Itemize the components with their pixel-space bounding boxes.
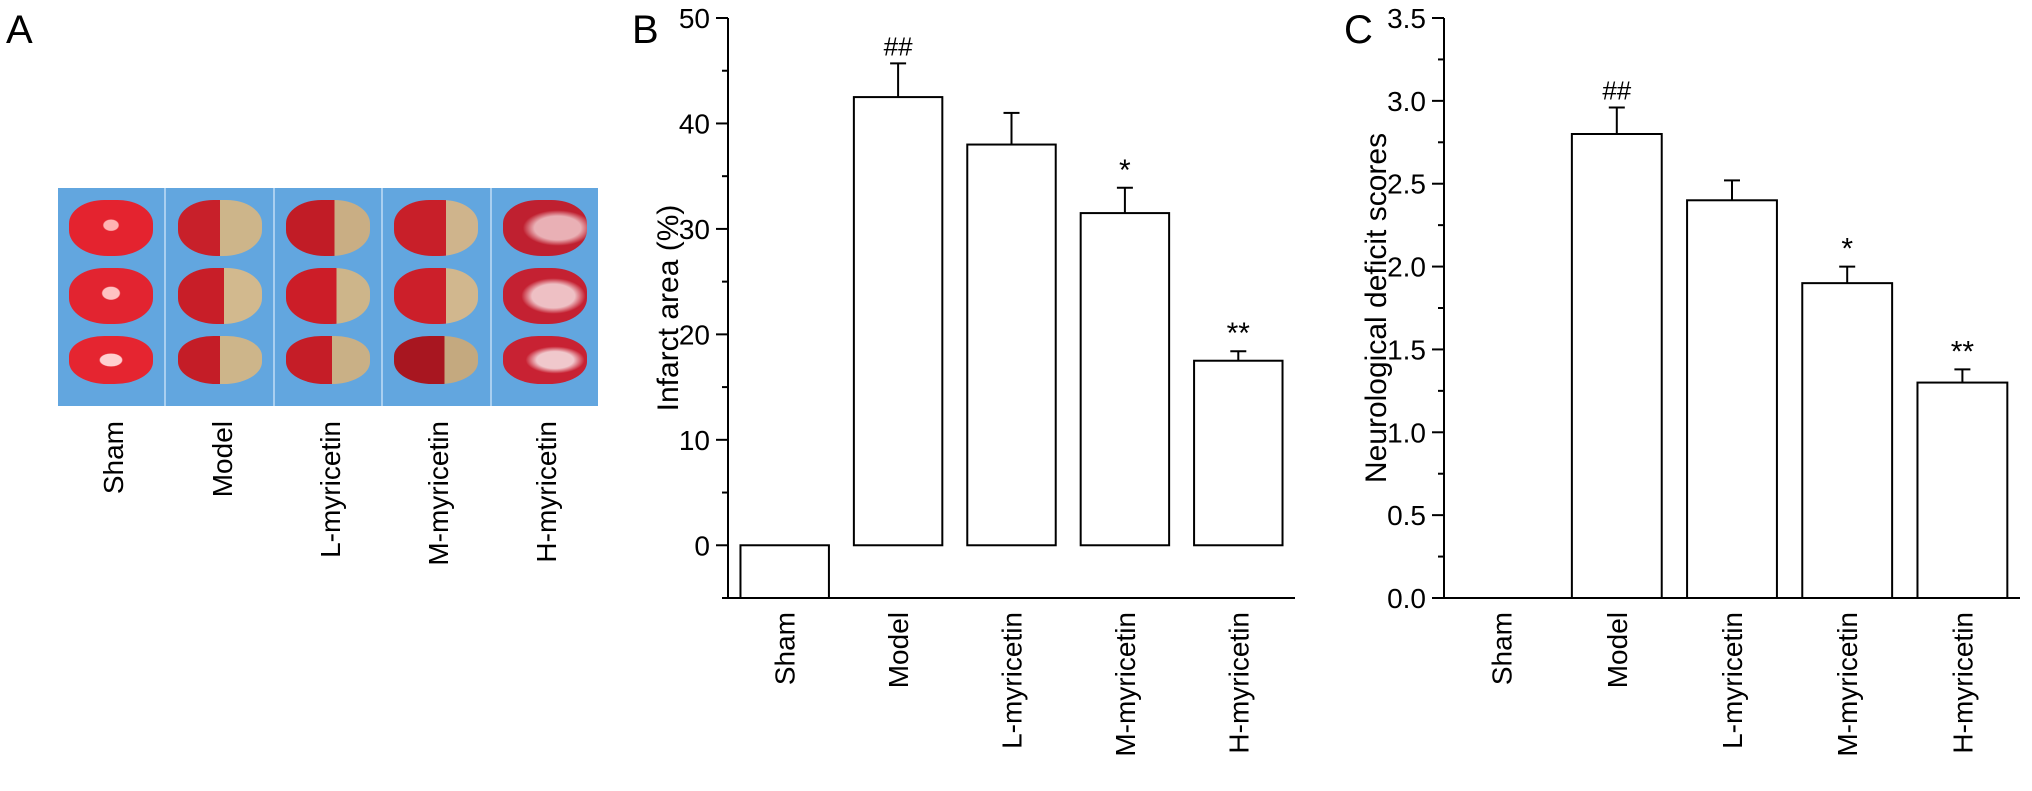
brain-slices-photo <box>58 188 598 406</box>
y-tick-label: 0.0 <box>1387 583 1426 614</box>
x-tick-label: H-myricetin <box>1947 612 1978 754</box>
brain-slice <box>394 336 479 384</box>
photo-column-sham <box>58 188 164 406</box>
bar <box>1570 133 1663 599</box>
photo-column-m-myricetin <box>381 188 489 406</box>
x-tick-label: Model <box>1602 612 1633 688</box>
bar <box>966 143 1057 547</box>
y-tick-label: 1.0 <box>1387 417 1426 448</box>
x-tick-label: H-myricetin <box>1223 612 1254 754</box>
significance-marker: ** <box>1951 335 1975 368</box>
brain-slice <box>502 200 587 256</box>
brain-slice <box>69 268 154 324</box>
x-tick-label: M-myricetin <box>1110 612 1141 757</box>
bar <box>1193 359 1284 547</box>
y-tick-label: 0 <box>694 530 710 561</box>
significance-marker: ** <box>1227 317 1251 350</box>
y-tick-label: 50 <box>679 3 710 34</box>
brain-slice <box>177 268 262 324</box>
y-tick-label: 2.0 <box>1387 252 1426 283</box>
brain-slice <box>69 200 154 256</box>
y-tick-label: 2.5 <box>1387 169 1426 200</box>
significance-marker: ## <box>1602 75 1631 105</box>
photo-label-model: Model <box>207 421 238 497</box>
photo-label-sham: Sham <box>98 421 129 494</box>
panel-label-a: A <box>6 8 33 52</box>
photo-label-h-myricetin: H-myricetin <box>531 421 562 563</box>
significance-marker: * <box>1119 154 1131 187</box>
y-tick-label: 3.5 <box>1387 3 1426 34</box>
brain-slice <box>502 268 587 324</box>
bar <box>1801 282 1894 599</box>
y-tick-label: 1.5 <box>1387 334 1426 365</box>
brain-slice <box>177 200 262 256</box>
neurological-deficit-chart: 0.0 0.5 1.0 1.5 2.0 2.5 3.0 3.5 Neurological def… <box>1360 3 2020 757</box>
photo-label-l-myricetin: L-myricetin <box>315 421 346 558</box>
x-tick-label: M-myricetin <box>1832 612 1863 757</box>
y-axis-label: Infarct area (%) <box>652 205 685 412</box>
y-tick-label: 0.5 <box>1387 500 1426 531</box>
y-tick-label: 20 <box>679 319 710 350</box>
bar <box>1686 199 1778 600</box>
bar <box>739 544 830 599</box>
y-tick-label: 10 <box>679 425 710 456</box>
brain-slice <box>394 200 479 256</box>
significance-marker: * <box>1841 233 1853 266</box>
photo-group-labels: Sham Model L-myricetin M-myricetin H-myr… <box>98 421 562 566</box>
y-tick-label: 3.0 <box>1387 86 1426 117</box>
photo-column-l-myricetin <box>272 188 381 406</box>
y-tick-label: 40 <box>679 108 710 139</box>
bar <box>1916 381 2009 600</box>
brain-slice <box>286 268 371 324</box>
photo-column-h-myricetin <box>489 188 598 406</box>
infarct-area-chart: 0 10 20 30 40 50 Infarct area (%) Sham ## Model L-… <box>652 3 1295 757</box>
panel-label-c: C <box>1344 8 1373 52</box>
brain-slice <box>177 336 262 384</box>
bar <box>852 96 944 547</box>
bar <box>1079 212 1171 547</box>
y-tick-label: 30 <box>679 214 710 245</box>
panel-label-b: B <box>632 8 659 52</box>
brain-slice <box>286 336 371 384</box>
brain-slice <box>394 268 479 324</box>
brain-slice <box>69 336 154 384</box>
x-tick-label: Sham <box>770 612 801 685</box>
x-tick-label: L-myricetin <box>997 612 1028 749</box>
brain-slice <box>502 336 587 384</box>
x-tick-label: Sham <box>1487 612 1518 685</box>
x-tick-label: L-myricetin <box>1717 612 1748 749</box>
photo-label-m-myricetin: M-myricetin <box>423 421 454 566</box>
significance-marker: ## <box>884 31 913 61</box>
x-tick-label: Model <box>883 612 914 688</box>
photo-column-model <box>164 188 272 406</box>
brain-slice <box>286 200 371 256</box>
y-axis-label: Neurological deficit scores <box>1360 133 1393 483</box>
